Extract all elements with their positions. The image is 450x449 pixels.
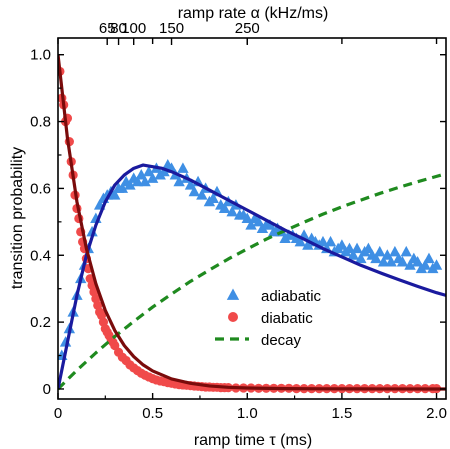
adiabatic-point (173, 175, 185, 187)
adiabatic-point (177, 162, 189, 173)
adiabatic-point (336, 239, 348, 250)
legend-swatch-adiabatic (226, 288, 240, 300)
adiabatic-point (294, 235, 306, 247)
adiabatic-point (116, 182, 129, 193)
axes: 0 0.5 1.0 1.5 2.0 0 0.2 0.4 0.6 0.8 1.0 250 150 10080… (30, 20, 447, 422)
adiabatic-point (86, 225, 98, 237)
adiabatic-point (324, 235, 337, 247)
adiabatic-point (404, 259, 416, 270)
top-tick-label: 80 (110, 20, 127, 37)
adiabatic-point (355, 252, 367, 264)
fit-4-line (58, 54, 446, 391)
adiabatic-point (423, 252, 435, 264)
x-tick-label: 0.5 (142, 405, 163, 422)
adiabatic-point (124, 179, 136, 190)
adiabatic-point (109, 189, 121, 200)
adiabatic-point (188, 185, 200, 197)
adiabatic-point (252, 215, 265, 227)
legend-label-adiabatic: adiabatic (261, 288, 322, 305)
x-tick-label: 1.5 (331, 405, 352, 422)
adiabatic-point (139, 175, 151, 187)
legend-label-diabatic: diabatic (261, 310, 313, 327)
adiabatic-point (146, 172, 159, 183)
adiabatic-point (370, 252, 382, 264)
top-tick-label: 150 (159, 20, 184, 37)
adiabatic-point (385, 255, 397, 267)
adiabatic-point (362, 242, 375, 254)
adiabatic-point (430, 259, 443, 270)
x-tick-label: 0 (54, 405, 62, 422)
y-tick-label: 0 (43, 381, 51, 398)
x-tick-label: 2.0 (426, 405, 447, 422)
y-tick-label: 1.0 (30, 47, 51, 64)
y-axis-title: transition probability (9, 147, 26, 289)
legend-swatch-diabatic (228, 312, 238, 322)
adiabatic-point (264, 219, 276, 230)
top-tick-label: 65 (99, 20, 116, 37)
y-tick-label: 0.2 (30, 314, 51, 331)
adiabatic-point (343, 242, 356, 254)
legend: adiabatic diabatic decay (215, 288, 322, 349)
y-tick-label: 0.8 (30, 114, 51, 131)
adiabatic-point (317, 235, 329, 247)
adiabatic-point (374, 245, 386, 257)
adiabatic-point (347, 249, 359, 260)
adiabatic-point (184, 179, 197, 190)
adiabatic-point (400, 245, 412, 257)
adiabatic-point (241, 212, 253, 223)
decay-line (58, 172, 446, 391)
adiabatic-point (218, 202, 231, 213)
adiabatic-point (158, 165, 170, 177)
adiabatic-point (351, 242, 363, 254)
y-tick-label: 0.6 (30, 180, 51, 197)
adiabatic-point (389, 245, 401, 257)
adiabatic-point (196, 189, 208, 200)
x-axis-title: ramp time τ (ms) (194, 432, 312, 449)
adiabatic-point (245, 219, 257, 230)
plot-area (58, 54, 446, 394)
adiabatic-point (396, 255, 409, 267)
x-tick-label: 1.0 (237, 405, 258, 422)
adiabatic-point (302, 239, 314, 250)
adiabatic-point (226, 205, 238, 217)
diabatic-point (110, 340, 120, 351)
plot-frame (57, 37, 447, 400)
top-tick-label: 250 (235, 20, 260, 37)
adiabatic-point (419, 259, 431, 270)
y-tick-label: 0.4 (30, 247, 51, 264)
adiabatic-point (207, 192, 219, 203)
adiabatic-point (381, 249, 394, 260)
adiabatic-point (143, 165, 155, 177)
adiabatic-point (377, 255, 390, 267)
adiabatic-point (135, 169, 147, 180)
top-axis-title: ramp rate α (kHz/ms) (178, 5, 329, 22)
fit-3-line (58, 163, 446, 390)
legend-label-decay: decay (261, 332, 302, 349)
top-tick-label: 100 (121, 20, 146, 37)
adiabatic-point (131, 175, 144, 187)
adiabatic-point (411, 255, 424, 267)
